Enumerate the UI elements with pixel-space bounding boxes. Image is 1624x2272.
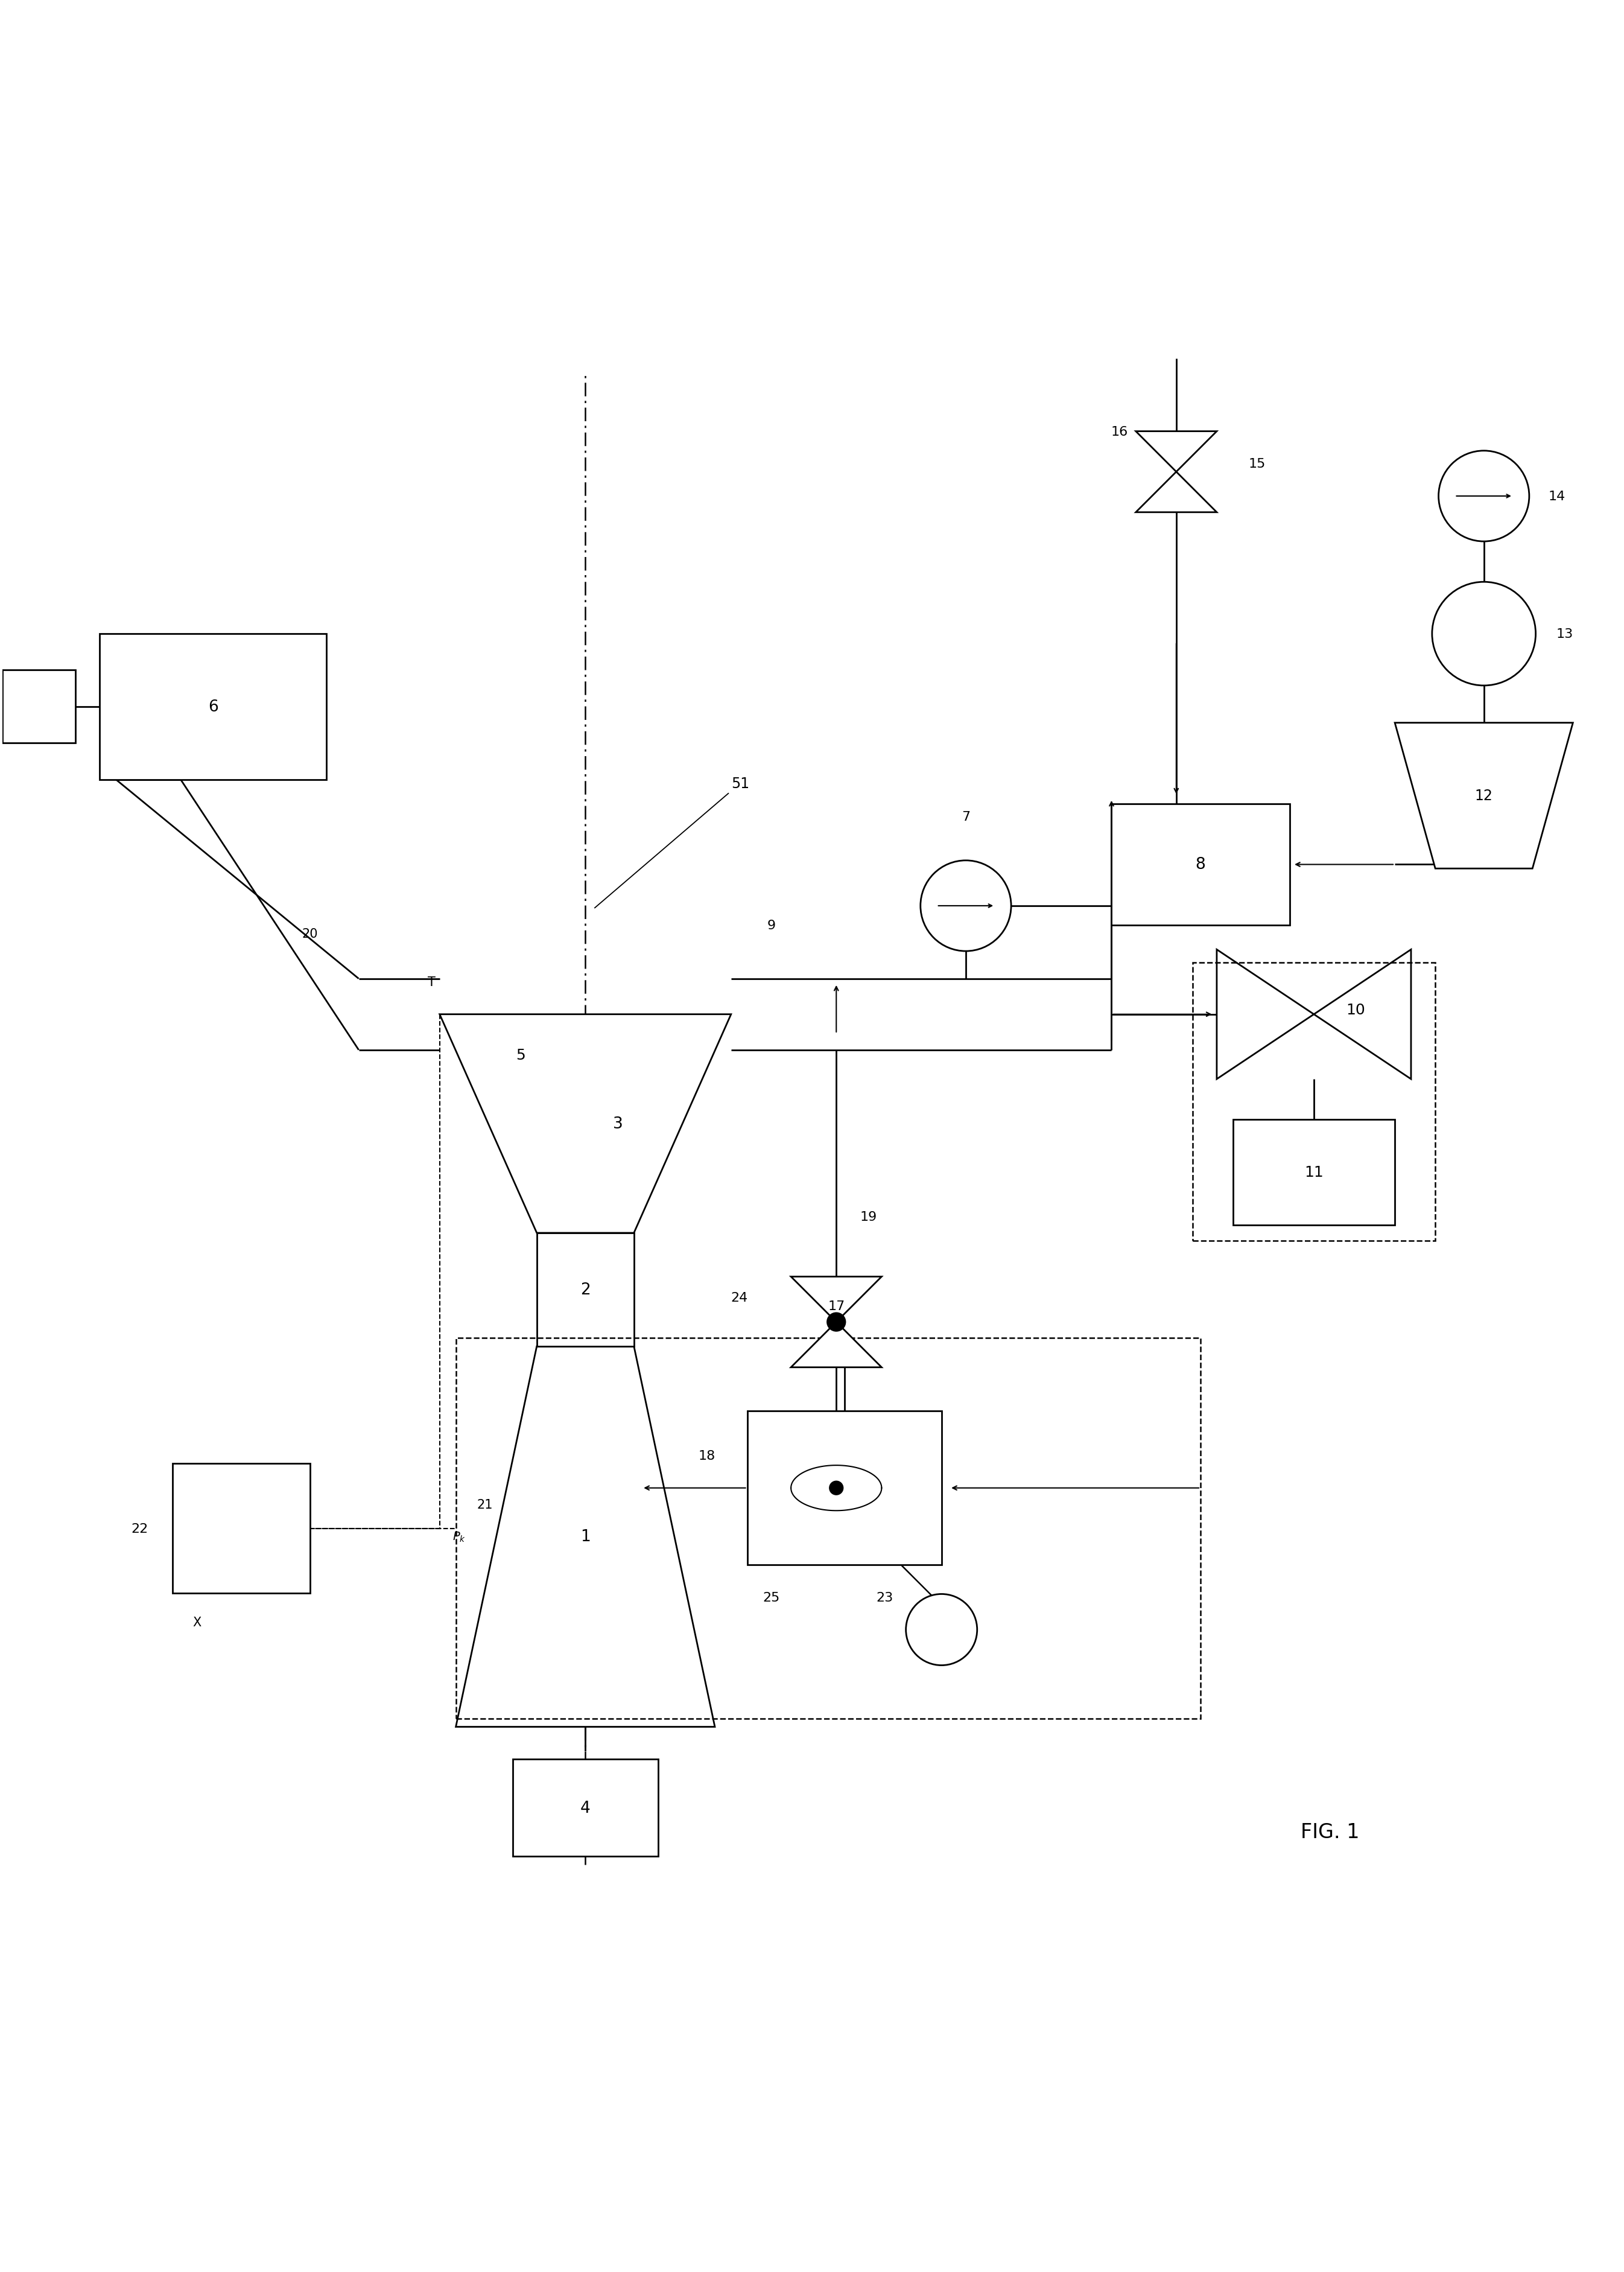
Bar	[1192, 963, 1436, 1241]
Text: 2: 2	[580, 1281, 591, 1297]
Circle shape	[906, 1595, 978, 1665]
Bar	[3, 670, 75, 743]
Polygon shape	[1395, 722, 1574, 868]
Text: 18: 18	[698, 1450, 715, 1461]
Polygon shape	[456, 1347, 715, 1727]
Text: 23: 23	[877, 1590, 893, 1604]
Bar	[747, 1411, 942, 1565]
Bar	[456, 1338, 1200, 1720]
Polygon shape	[1216, 950, 1314, 1079]
Polygon shape	[1314, 950, 1411, 1079]
Text: 13: 13	[1556, 627, 1574, 641]
Bar	[538, 1234, 633, 1347]
Text: X: X	[193, 1615, 201, 1629]
Text: FIG. 1: FIG. 1	[1301, 1822, 1359, 1843]
Polygon shape	[440, 1016, 731, 1234]
Text: 12: 12	[1475, 788, 1492, 804]
Circle shape	[827, 1313, 844, 1331]
Circle shape	[921, 861, 1012, 952]
Bar	[172, 1463, 310, 1593]
Text: 25: 25	[763, 1590, 780, 1604]
Text: 22: 22	[132, 1522, 148, 1534]
Text: 51: 51	[594, 777, 749, 909]
Text: $P_k$: $P_k$	[453, 1531, 466, 1543]
Text: 10: 10	[1346, 1002, 1366, 1018]
Text: 8: 8	[1195, 857, 1205, 872]
Circle shape	[1439, 452, 1530, 541]
Text: 7: 7	[961, 811, 970, 822]
Text: 3: 3	[612, 1116, 622, 1131]
Polygon shape	[1135, 473, 1216, 513]
Text: T: T	[427, 977, 435, 988]
Text: 1: 1	[580, 1529, 591, 1545]
Text: 16: 16	[1111, 425, 1129, 438]
Text: 20: 20	[302, 927, 318, 941]
Text: 24: 24	[731, 1293, 747, 1304]
Text: 17: 17	[828, 1300, 844, 1311]
Bar	[1233, 1120, 1395, 1225]
Polygon shape	[791, 1277, 882, 1322]
Text: 19: 19	[861, 1211, 877, 1222]
Text: 21: 21	[477, 1497, 494, 1511]
Text: 6: 6	[208, 700, 218, 716]
Circle shape	[830, 1481, 843, 1495]
Polygon shape	[1135, 432, 1216, 473]
Text: 9: 9	[767, 920, 776, 932]
Circle shape	[1432, 582, 1536, 686]
Bar	[513, 1759, 658, 1856]
Polygon shape	[791, 1322, 882, 1368]
Bar	[99, 634, 326, 779]
Text: 14: 14	[1548, 491, 1566, 502]
Text: 11: 11	[1304, 1166, 1324, 1179]
Text: 5: 5	[516, 1047, 525, 1063]
Bar	[1111, 804, 1289, 925]
Text: 15: 15	[1249, 459, 1265, 470]
Text: 4: 4	[580, 1799, 591, 1815]
